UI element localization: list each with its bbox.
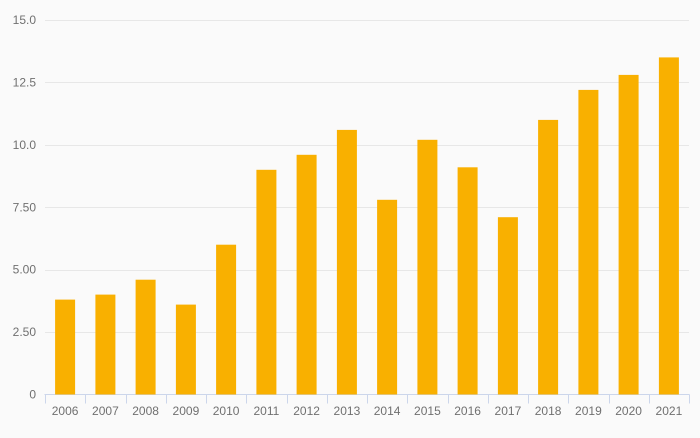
bar-2009[interactable] xyxy=(175,304,196,395)
bar-2006[interactable] xyxy=(55,299,76,395)
x-axis-tick-label: 2012 xyxy=(293,404,320,418)
bar-2013[interactable] xyxy=(336,129,357,395)
x-axis-tick-label: 2006 xyxy=(52,404,79,418)
x-axis-tick-label: 2018 xyxy=(535,404,562,418)
x-axis-tick-label: 2015 xyxy=(414,404,441,418)
bar-2015[interactable] xyxy=(417,139,438,395)
y-axis-tick-label: 2.50 xyxy=(13,325,37,339)
x-axis-tick-label: 2013 xyxy=(334,404,361,418)
x-axis-tick-label: 2011 xyxy=(253,404,279,418)
y-axis-tick-label: 7.50 xyxy=(13,200,37,214)
x-axis-tick-label: 2021 xyxy=(656,404,683,418)
bar-2014[interactable] xyxy=(377,199,398,395)
y-axis-tick-label: 5.00 xyxy=(13,263,37,277)
bar-2021[interactable] xyxy=(658,57,679,395)
x-axis-tick-label: 2014 xyxy=(374,404,401,418)
bar-2008[interactable] xyxy=(135,279,156,395)
x-axis-tick-label: 2017 xyxy=(495,404,522,418)
bar-2017[interactable] xyxy=(497,217,518,395)
bar-2011[interactable] xyxy=(256,169,277,395)
x-axis-tick-label: 2010 xyxy=(213,404,240,418)
y-axis-tick-label: 15.0 xyxy=(13,13,37,27)
bar-2016[interactable] xyxy=(457,167,478,395)
bar-2010[interactable] xyxy=(216,244,237,395)
bar-2007[interactable] xyxy=(95,294,116,395)
x-axis-tick-label: 2008 xyxy=(132,404,159,418)
bar-2019[interactable] xyxy=(578,89,599,395)
bar-2020[interactable] xyxy=(618,74,639,395)
bar-2012[interactable] xyxy=(296,154,317,395)
x-axis-tick-label: 2007 xyxy=(92,404,119,418)
y-axis-tick-label: 0 xyxy=(29,388,36,402)
x-axis-tick-label: 2009 xyxy=(173,404,200,418)
y-axis-tick-label: 12.5 xyxy=(13,75,37,89)
x-axis-tick-label: 2016 xyxy=(454,404,481,418)
bar-2018[interactable] xyxy=(538,119,559,395)
y-axis-tick-label: 10.0 xyxy=(13,138,37,152)
x-axis-tick-label: 2019 xyxy=(575,404,602,418)
x-axis-tick-label: 2020 xyxy=(615,404,642,418)
